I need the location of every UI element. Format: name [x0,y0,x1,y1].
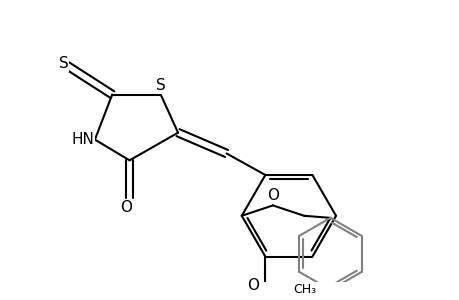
Text: S: S [156,78,165,93]
Text: O: O [120,200,132,215]
Text: HN: HN [71,132,94,147]
Text: S: S [59,56,68,71]
Text: CH₃: CH₃ [293,283,316,296]
Text: O: O [266,188,278,203]
Text: O: O [247,278,259,293]
